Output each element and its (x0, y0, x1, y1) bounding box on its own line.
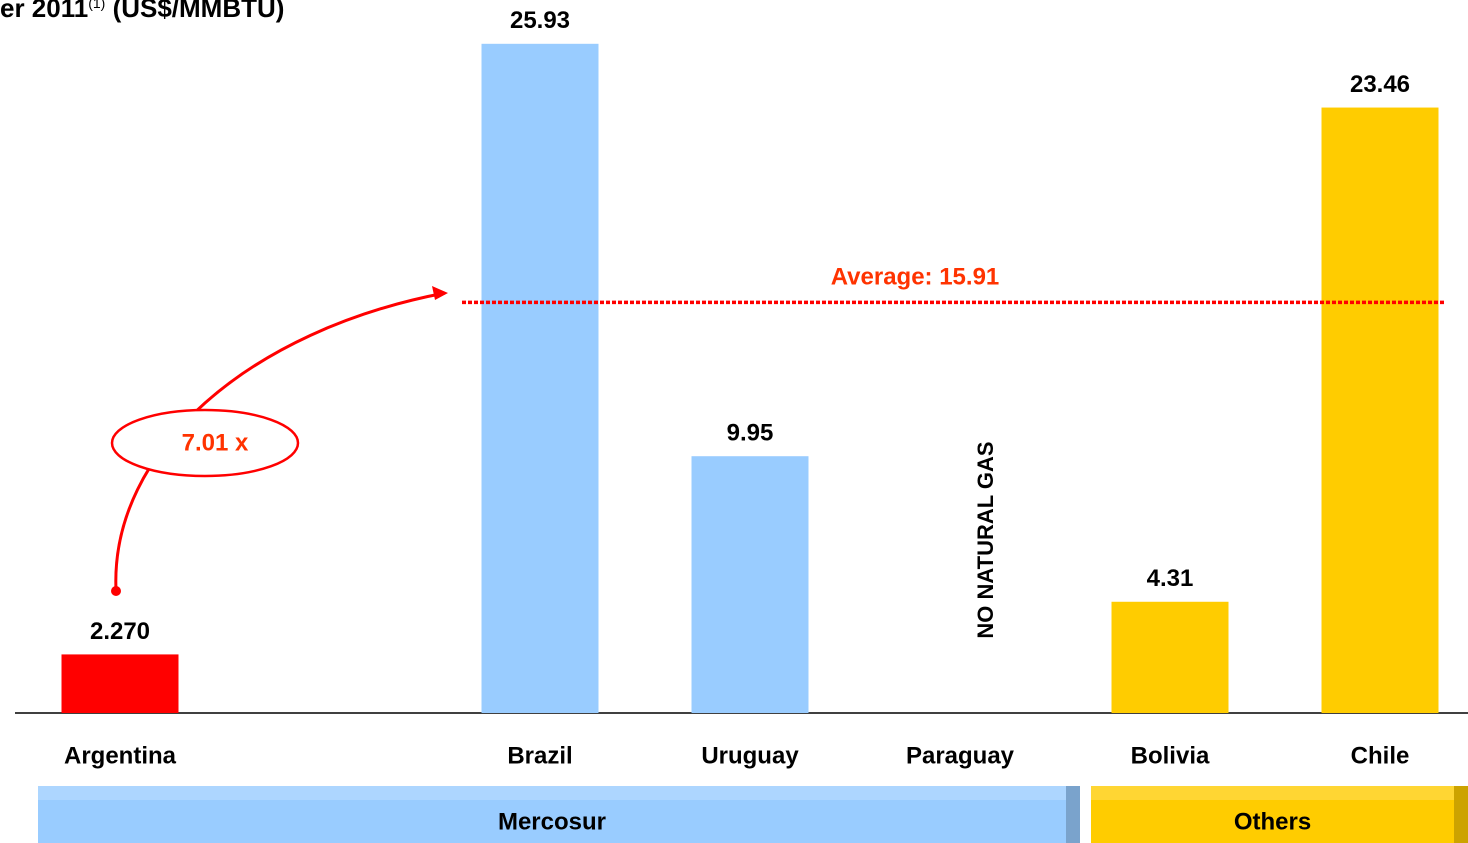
group-band-highlight (38, 786, 1066, 800)
title-note: (1) (88, 0, 105, 11)
x-tick-label: Uruguay (701, 742, 799, 769)
paraguay-note: NO NATURAL GAS (973, 441, 998, 638)
chart-title: er 2011(1) (US$/MMBTU) (0, 0, 284, 23)
group-band-edge (1066, 786, 1080, 843)
bar (691, 456, 809, 713)
ratio-label: 7.01 x (182, 429, 249, 456)
x-tick-label: Argentina (64, 742, 177, 769)
ratio-ellipse (110, 408, 300, 478)
group-label: Mercosur (498, 808, 606, 835)
bar (1321, 107, 1439, 714)
value-label: 2.270 (90, 618, 150, 645)
x-tick-label: Paraguay (906, 742, 1015, 769)
x-tick-label: Brazil (507, 742, 572, 769)
bar (481, 43, 599, 714)
group-band (1091, 786, 1468, 843)
bar (1111, 601, 1229, 713)
x-tick-label: Bolivia (1131, 742, 1210, 769)
arrow-dot (111, 586, 121, 596)
value-label: 23.46 (1350, 71, 1410, 98)
title-main: er 2011 (0, 0, 88, 23)
arrow-head (432, 286, 448, 300)
x-tick-label: Chile (1351, 742, 1410, 769)
value-label: 9.95 (727, 420, 774, 447)
title-unit: (US$/MMBTU) (105, 0, 284, 23)
average-label: Average: 15.91 (831, 264, 1000, 291)
ratio-arrow (114, 291, 446, 591)
group-band-edge (1454, 786, 1468, 843)
value-label: 25.93 (510, 7, 570, 34)
group-band-highlight (1091, 786, 1454, 800)
value-label: 4.31 (1147, 565, 1194, 592)
group-band (38, 786, 1080, 843)
bar (61, 654, 179, 713)
group-label: Others (1234, 808, 1311, 835)
